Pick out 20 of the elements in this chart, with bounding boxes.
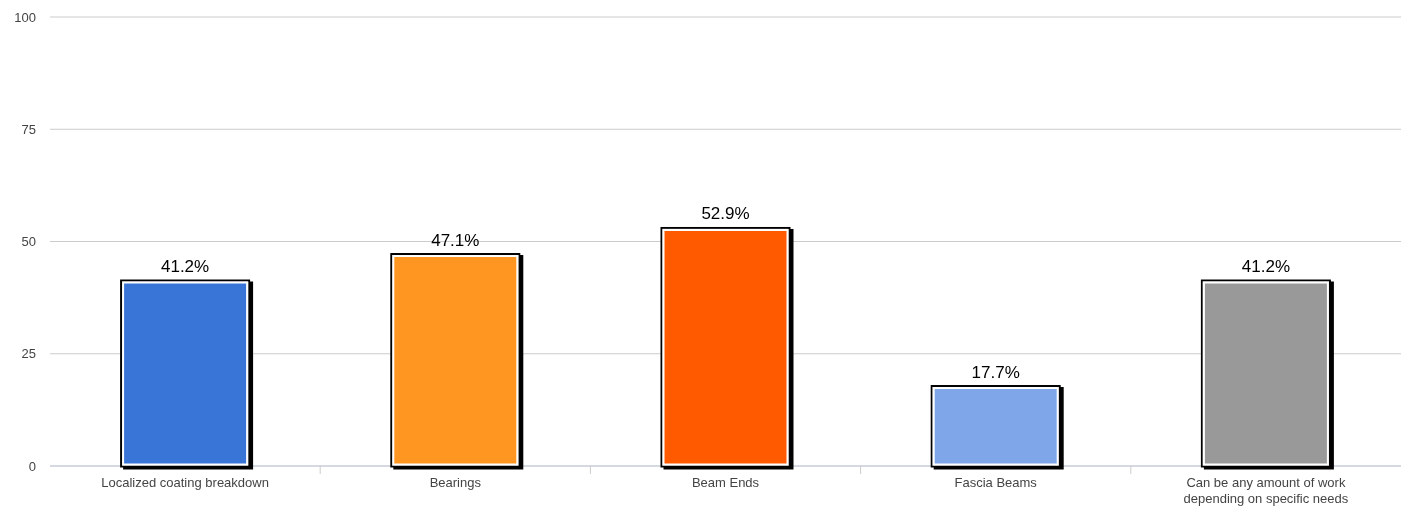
bar: [932, 387, 1059, 466]
x-tick-label: Can be any amount of work depending on specific needs: [1183, 475, 1349, 506]
y-tick-label: 0: [28, 458, 36, 474]
x-tick-label: Fascia Beams: [954, 475, 1038, 490]
bar: [392, 255, 519, 466]
y-tick-label: 100: [14, 9, 36, 25]
y-tick-label: 50: [21, 234, 36, 250]
data-label: 52.9%: [701, 204, 750, 224]
data-label: 41.2%: [1241, 257, 1290, 277]
x-tick-label: Beam Ends: [691, 475, 760, 490]
bar: [662, 228, 789, 466]
data-label: 41.2%: [161, 257, 210, 277]
data-label: 47.1%: [431, 230, 480, 250]
bar: [122, 281, 249, 466]
bar: [1202, 281, 1329, 466]
data-label: 17.7%: [971, 362, 1020, 382]
y-tick-label: 75: [21, 121, 36, 137]
x-tick-label: Localized coating breakdown: [101, 475, 269, 490]
x-tick-label: Bearings: [429, 475, 482, 490]
y-tick-label: 25: [21, 346, 36, 362]
